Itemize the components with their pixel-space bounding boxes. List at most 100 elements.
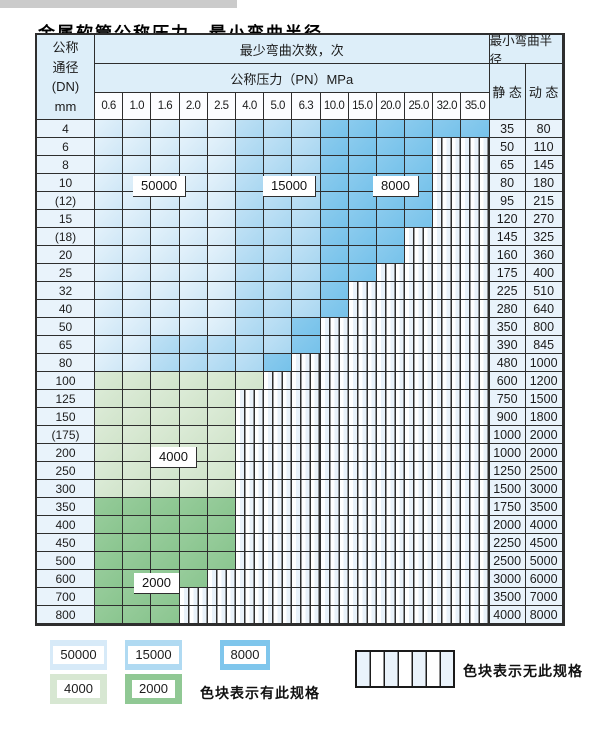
static-radius-cell: 280 [489, 300, 526, 318]
spec-cell [207, 318, 236, 336]
spec-cell [179, 210, 208, 228]
spec-cell-none [348, 318, 377, 336]
spec-cell-none [405, 390, 434, 408]
spec-cell-none [461, 390, 490, 408]
spec-cell [348, 120, 377, 138]
static-radius-cell: 1500 [489, 480, 526, 498]
spec-cell [179, 408, 208, 426]
spec-cell-none [264, 588, 293, 606]
spec-cell [376, 120, 406, 138]
spec-cell [179, 372, 208, 390]
spec-cell-none [433, 588, 462, 606]
dn-cell: 65 [37, 336, 95, 354]
dn-cell: 6 [37, 138, 95, 156]
spec-cell-none [348, 282, 377, 300]
spec-cell-none [235, 552, 265, 570]
spec-cell-none [376, 282, 406, 300]
spec-cell [207, 390, 236, 408]
spec-cell-none [376, 552, 406, 570]
dn-cell: 300 [37, 480, 95, 498]
spec-cell [264, 156, 293, 174]
spec-cell [235, 264, 265, 282]
region-label-50000: 50000 [133, 176, 187, 198]
legend-swatch-50000: 50000 [50, 640, 107, 670]
spec-cell-none [405, 570, 434, 588]
spec-cell [123, 210, 152, 228]
spec-cell [151, 498, 180, 516]
spec-cell [461, 120, 490, 138]
spec-cell-none [461, 552, 490, 570]
spec-cell [95, 192, 124, 210]
spec-cell [264, 120, 293, 138]
spec-cell-none [292, 480, 321, 498]
spec-cell-none [405, 516, 434, 534]
pressure-header-cell: 2.5 [207, 93, 236, 120]
spec-cell [123, 606, 152, 624]
pressure-header-cell: 35.0 [461, 93, 490, 120]
spec-cell [348, 264, 377, 282]
spec-cell-none [292, 498, 321, 516]
legend-value: 2000 [132, 679, 175, 699]
spec-cell-none [461, 336, 490, 354]
spec-cell [151, 516, 180, 534]
dynamic-radius-cell: 3000 [525, 480, 563, 498]
spec-cell-none [405, 336, 434, 354]
spec-cell [292, 264, 321, 282]
spec-cell [123, 462, 152, 480]
spec-cell [320, 228, 349, 246]
dynamic-radius-cell: 1200 [525, 372, 563, 390]
dynamic-radius-cell: 845 [525, 336, 563, 354]
spec-cell-none [348, 390, 377, 408]
spec-cell [95, 246, 124, 264]
dn-cell: 25 [37, 264, 95, 282]
spec-cell [179, 192, 208, 210]
spec-cell [95, 174, 124, 192]
spec-cell [123, 228, 152, 246]
dynamic-radius-cell: 1500 [525, 390, 563, 408]
spec-cell [433, 120, 462, 138]
dynamic-radius-cell: 80 [525, 120, 563, 138]
spec-cell [123, 372, 152, 390]
spec-cell [95, 354, 124, 372]
spec-cell-none [264, 372, 293, 390]
spec-cell [123, 444, 152, 462]
spec-cell [235, 300, 265, 318]
spec-cell [179, 282, 208, 300]
spec-cell-none [376, 534, 406, 552]
spec-cell-none [433, 138, 462, 156]
spec-cell [207, 228, 236, 246]
spec-cell [405, 120, 434, 138]
dn-cell: 700 [37, 588, 95, 606]
static-radius-cell: 390 [489, 336, 526, 354]
dynamic-radius-cell: 7000 [525, 588, 563, 606]
spec-cell [95, 516, 124, 534]
spec-cell-none [320, 588, 349, 606]
spec-cell [376, 156, 406, 174]
spec-cell [264, 318, 293, 336]
spec-cell [95, 318, 124, 336]
spec-cell [405, 138, 434, 156]
spec-cell-none [348, 354, 377, 372]
dn-cell: 80 [37, 354, 95, 372]
spec-cell-none [461, 588, 490, 606]
dn-cell: 15 [37, 210, 95, 228]
spec-cell [207, 138, 236, 156]
spec-cell-none [433, 354, 462, 372]
spec-cell-none [433, 318, 462, 336]
spec-cell-none [376, 588, 406, 606]
header-dynamic: 动 态 [525, 64, 563, 120]
static-radius-cell: 80 [489, 174, 526, 192]
spec-cell [207, 498, 236, 516]
spec-cell-none [320, 516, 349, 534]
spec-cell [207, 174, 236, 192]
pressure-header-cell: 6.3 [292, 93, 321, 120]
static-radius-cell: 1000 [489, 426, 526, 444]
spec-cell [123, 318, 152, 336]
spec-cell [151, 264, 180, 282]
spec-cell [264, 300, 293, 318]
dynamic-radius-cell: 400 [525, 264, 563, 282]
spec-cell-none [264, 390, 293, 408]
spec-cell [123, 300, 152, 318]
spec-cell [123, 138, 152, 156]
spec-cell-none [264, 516, 293, 534]
